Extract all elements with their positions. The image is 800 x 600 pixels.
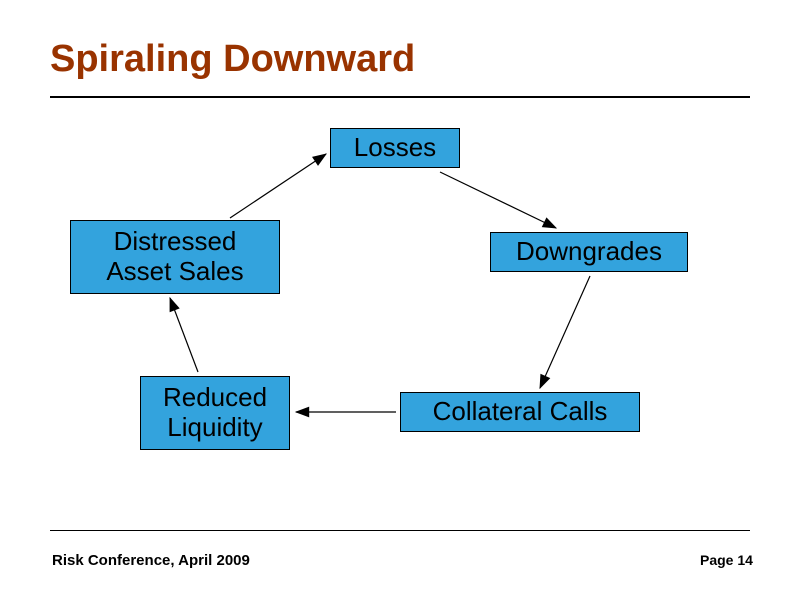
edge-reduced-to-distressed	[170, 298, 198, 372]
edge-downgrades-to-collateral	[540, 276, 590, 388]
edge-distressed-to-losses	[230, 154, 326, 218]
node-downgrades: Downgrades	[490, 232, 688, 272]
slide: Spiraling Downward Losses Distressed Ass…	[0, 0, 800, 600]
node-collateral-calls: Collateral Calls	[400, 392, 640, 432]
cycle-arrows	[0, 0, 800, 600]
footer-left-text: Risk Conference, April 2009	[52, 552, 250, 569]
node-losses: Losses	[330, 128, 460, 168]
slide-title: Spiraling Downward	[50, 38, 415, 81]
edge-losses-to-downgrades	[440, 172, 556, 228]
footer-right-page-number: Page 14	[700, 552, 753, 568]
node-reduced-liquidity: Reduced Liquidity	[140, 376, 290, 450]
node-distressed-asset-sales: Distressed Asset Sales	[70, 220, 280, 294]
title-underline-rule	[50, 96, 750, 98]
footer-rule	[50, 530, 750, 531]
